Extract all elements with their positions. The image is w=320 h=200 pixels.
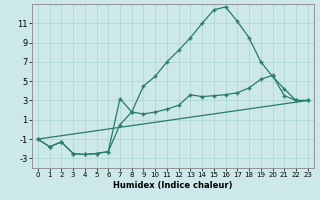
X-axis label: Humidex (Indice chaleur): Humidex (Indice chaleur)	[113, 181, 233, 190]
